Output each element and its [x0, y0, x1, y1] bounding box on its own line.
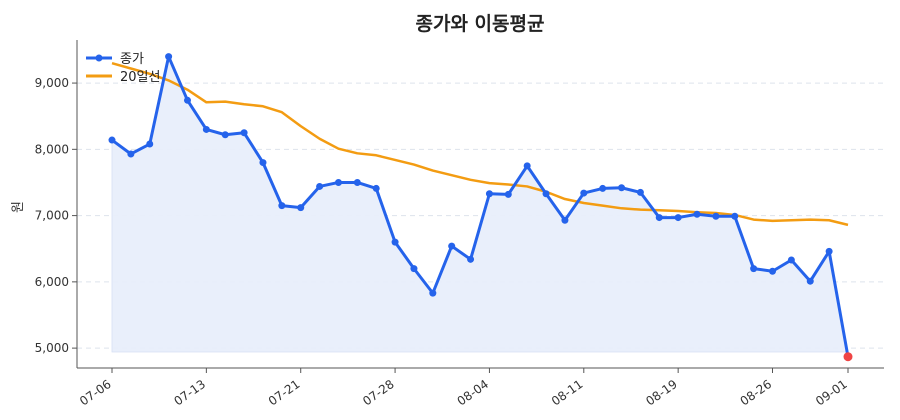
x-tick-label: 07-06 [77, 377, 114, 408]
close-point [636, 188, 644, 196]
close-point [183, 96, 191, 104]
close-point [750, 265, 758, 273]
close-point [731, 212, 739, 220]
close-point [674, 214, 682, 222]
close-point [353, 178, 361, 186]
close-point [825, 247, 833, 255]
close-point [202, 125, 210, 133]
close-point [693, 210, 701, 218]
close-point [485, 190, 493, 198]
x-tick-label: 09-01 [813, 377, 850, 408]
y-tick-label: 5,000 [35, 341, 69, 355]
plot-area [108, 53, 853, 362]
close-point [259, 159, 267, 167]
y-tick-label: 9,000 [35, 76, 69, 90]
y-axis-label: 원 [11, 201, 26, 213]
close-point [712, 212, 720, 220]
x-tick-label: 08-19 [643, 377, 680, 408]
axes [76, 40, 884, 369]
x-tick-label: 07-13 [171, 377, 208, 408]
close-point [127, 150, 135, 158]
close-point [165, 53, 173, 61]
legend: 종가 20일선 [86, 52, 160, 85]
y-axis-ticks: 5,000 6,000 7,000 8,000 9,000 [35, 76, 77, 355]
close-point [334, 178, 342, 186]
close-point [806, 277, 814, 285]
close-point [221, 131, 229, 139]
y-tick-label: 6,000 [35, 275, 69, 289]
close-point [467, 255, 475, 263]
legend-marker-close [95, 54, 103, 62]
close-point [391, 238, 399, 246]
series-line-ma20 [111, 61, 849, 227]
close-point [618, 184, 626, 192]
close-point [542, 190, 550, 198]
close-point [580, 189, 588, 197]
close-point [372, 184, 380, 192]
x-tick-label: 08-04 [455, 377, 492, 408]
x-tick-label: 07-28 [360, 377, 397, 408]
close-point [240, 129, 248, 137]
close-point [523, 162, 531, 170]
close-point [769, 267, 777, 275]
close-point [787, 256, 795, 264]
y-tick-label: 8,000 [35, 142, 69, 156]
close-point [429, 289, 437, 297]
close-point [561, 216, 569, 224]
close-point [504, 190, 512, 198]
close-point [599, 184, 607, 192]
legend-label-ma20: 20일선 [120, 70, 160, 85]
x-tick-label: 08-26 [738, 377, 775, 408]
close-point [655, 214, 663, 222]
close-point [448, 242, 456, 250]
close-point [146, 140, 154, 148]
close-point [410, 265, 418, 273]
series-line-close [111, 55, 850, 357]
close-point [108, 136, 116, 144]
x-tick-label: 08-11 [549, 377, 586, 408]
legend-label-close: 종가 [120, 52, 144, 67]
y-tick-label: 7,000 [35, 209, 69, 223]
last-close-point [843, 352, 853, 362]
close-point [278, 202, 286, 210]
close-point [297, 204, 305, 212]
x-tick-label: 07-21 [266, 377, 303, 408]
chart-title: 종가와 이동평균 [416, 13, 545, 35]
x-axis-ticks: 07-06 07-13 07-21 07-28 08-04 08-11 08-19 08-26… [77, 368, 850, 408]
close-point [316, 182, 324, 190]
